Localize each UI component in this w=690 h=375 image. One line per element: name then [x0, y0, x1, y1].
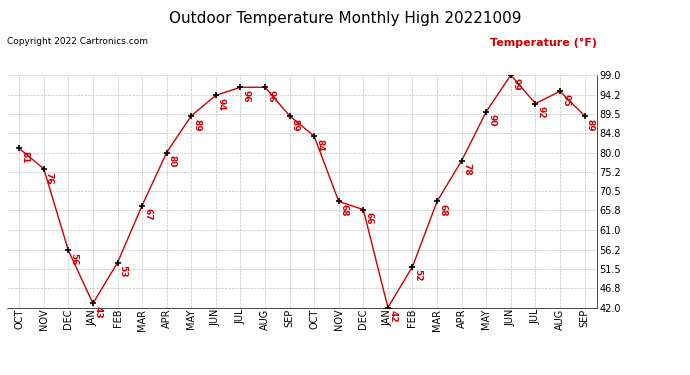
Text: 68: 68	[339, 204, 349, 217]
Text: 76: 76	[45, 172, 54, 184]
Text: 89: 89	[586, 118, 595, 131]
Text: 53: 53	[119, 266, 128, 278]
Text: 43: 43	[94, 306, 103, 319]
Text: 96: 96	[241, 90, 250, 103]
Text: 94: 94	[217, 98, 226, 111]
Text: 42: 42	[389, 310, 398, 323]
Text: 56: 56	[70, 253, 79, 266]
Text: 66: 66	[364, 212, 373, 225]
Text: 78: 78	[463, 164, 472, 176]
Text: 80: 80	[168, 155, 177, 168]
Text: Copyright 2022 Cartronics.com: Copyright 2022 Cartronics.com	[7, 38, 148, 46]
Text: 89: 89	[290, 118, 299, 131]
Text: 95: 95	[561, 94, 570, 107]
Text: 99: 99	[512, 78, 521, 90]
Text: 92: 92	[536, 106, 546, 119]
Text: 52: 52	[413, 270, 422, 282]
Text: Temperature (°F): Temperature (°F)	[490, 38, 597, 48]
Text: 81: 81	[20, 151, 29, 164]
Text: 96: 96	[266, 90, 275, 103]
Text: 89: 89	[193, 118, 201, 131]
Text: 68: 68	[438, 204, 447, 217]
Text: 90: 90	[487, 114, 496, 127]
Text: 67: 67	[143, 208, 152, 221]
Text: 84: 84	[315, 139, 324, 152]
Text: Outdoor Temperature Monthly High 20221009: Outdoor Temperature Monthly High 2022100…	[169, 11, 521, 26]
